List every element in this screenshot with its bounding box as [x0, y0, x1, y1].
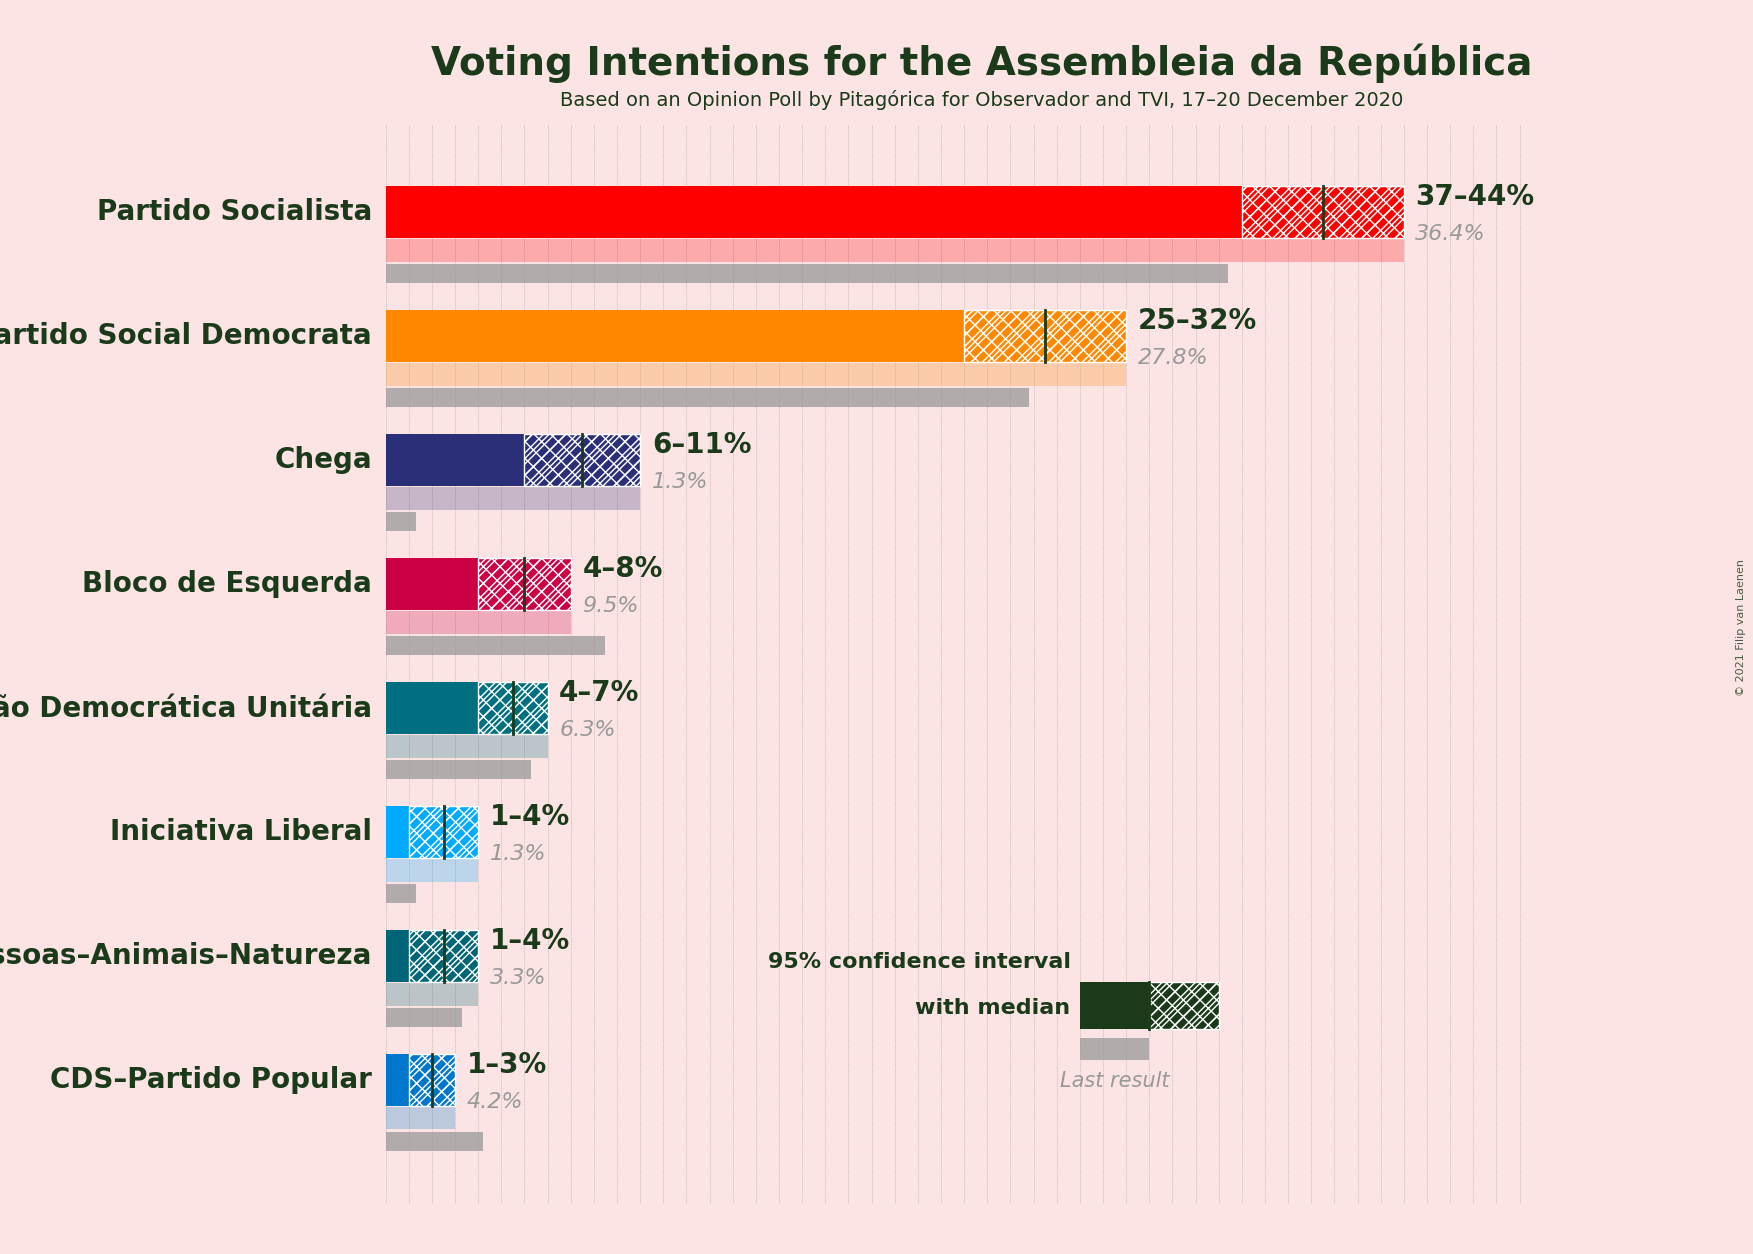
Text: Partido Socialista: Partido Socialista: [96, 198, 372, 226]
Text: 4.2%: 4.2%: [466, 1092, 522, 1112]
Text: 1.3%: 1.3%: [652, 473, 708, 493]
Bar: [386, 310, 964, 362]
Bar: [408, 806, 479, 858]
Bar: [408, 1053, 456, 1106]
Text: 1–4%: 1–4%: [489, 927, 570, 956]
Bar: [1241, 186, 1404, 238]
Text: 27.8%: 27.8%: [1138, 349, 1208, 369]
Bar: [386, 682, 479, 734]
Bar: [386, 434, 524, 487]
Text: 37–44%: 37–44%: [1415, 183, 1534, 211]
Text: 95% confidence interval: 95% confidence interval: [768, 952, 1071, 972]
Bar: [408, 1053, 456, 1106]
Bar: [1150, 982, 1218, 1030]
Text: 1–4%: 1–4%: [489, 803, 570, 831]
Text: 4–7%: 4–7%: [559, 680, 640, 707]
Text: 25–32%: 25–32%: [1138, 307, 1257, 335]
Text: 3.3%: 3.3%: [489, 968, 547, 988]
Bar: [386, 806, 408, 858]
Text: 1.3%: 1.3%: [489, 844, 547, 864]
Bar: [386, 558, 479, 611]
Text: 36.4%: 36.4%: [1415, 224, 1487, 245]
Bar: [408, 806, 479, 858]
Bar: [964, 310, 1125, 362]
Bar: [386, 1008, 463, 1027]
Text: Pessoas–Animais–Natureza: Pessoas–Animais–Natureza: [0, 942, 372, 969]
Bar: [386, 240, 1404, 262]
Bar: [386, 930, 408, 982]
Bar: [479, 682, 547, 734]
Bar: [479, 558, 571, 611]
Bar: [386, 186, 1241, 238]
Bar: [386, 859, 479, 882]
Text: Bloco de Esquerda: Bloco de Esquerda: [82, 571, 372, 598]
Text: Last result: Last result: [1061, 1071, 1169, 1091]
Bar: [1080, 982, 1150, 1030]
Bar: [408, 930, 479, 982]
Text: 1–3%: 1–3%: [466, 1051, 547, 1078]
Bar: [524, 434, 640, 487]
Bar: [408, 930, 479, 982]
Bar: [1080, 1038, 1150, 1060]
Bar: [386, 1107, 456, 1130]
Bar: [1241, 186, 1404, 238]
Text: Voting Intentions for the Assembleia da República: Voting Intentions for the Assembleia da …: [431, 44, 1532, 83]
Bar: [479, 682, 547, 734]
Bar: [386, 611, 571, 633]
Bar: [1150, 982, 1218, 1030]
Bar: [386, 265, 1227, 283]
Text: 6.3%: 6.3%: [559, 720, 615, 740]
Text: © 2021 Filip van Laenen: © 2021 Filip van Laenen: [1735, 558, 1746, 696]
Text: Iniciativa Liberal: Iniciativa Liberal: [110, 818, 372, 846]
Bar: [524, 434, 640, 487]
Bar: [386, 760, 531, 779]
Bar: [386, 389, 1029, 406]
Bar: [386, 364, 1125, 386]
Text: Partido Social Democrata: Partido Social Democrata: [0, 322, 372, 350]
Bar: [386, 1132, 482, 1150]
Bar: [964, 310, 1125, 362]
Bar: [386, 488, 640, 509]
Text: with median: with median: [915, 998, 1071, 1018]
Bar: [386, 884, 415, 903]
Text: Based on an Opinion Poll by Pitagórica for Observador and TVI, 17–20 December 20: Based on an Opinion Poll by Pitagórica f…: [559, 90, 1404, 110]
Text: CDS–Partido Popular: CDS–Partido Popular: [49, 1066, 372, 1093]
Bar: [386, 735, 547, 757]
Text: 6–11%: 6–11%: [652, 431, 752, 459]
Bar: [386, 1053, 408, 1106]
Text: 9.5%: 9.5%: [582, 597, 638, 617]
Bar: [479, 558, 571, 611]
Text: Coligação Democrática Unitária: Coligação Democrática Unitária: [0, 693, 372, 722]
Bar: [386, 512, 415, 530]
Bar: [386, 983, 479, 1006]
Text: Chega: Chega: [273, 446, 372, 474]
Bar: [386, 636, 605, 655]
Text: 4–8%: 4–8%: [582, 556, 663, 583]
